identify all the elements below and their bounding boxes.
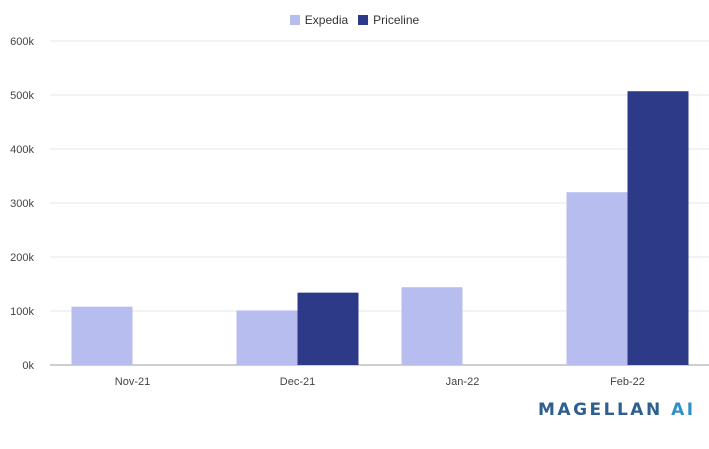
x-tick-label: Jan-22 [446,376,480,388]
y-tick-label: 0k [22,360,34,372]
y-tick-label: 600k [10,36,34,48]
bar-expedia-feb-22 [566,192,628,365]
y-tick-label: 100k [10,306,34,318]
logo-word-ai: AI [671,400,696,420]
y-tick-label: 400k [10,144,34,156]
bar-priceline-feb-22 [627,91,689,365]
magellan-ai-logo: MAGELLAN AI [538,400,696,420]
legend-label-expedia: Expedia [304,13,349,27]
bar-priceline-dec-21 [297,292,359,365]
x-tick-label: Nov-21 [115,376,150,388]
y-tick-label: 500k [10,90,34,102]
y-tick-label: 200k [10,252,34,264]
legend-item-expedia[interactable]: Expedia [289,13,349,27]
x-tick-label: Feb-22 [610,376,645,388]
bar-expedia-jan-22 [401,287,463,365]
legend-item-priceline[interactable]: Priceline [358,13,419,27]
x-tick-label: Dec-21 [280,376,315,388]
legend-swatch-expedia [289,15,300,25]
bar-expedia-dec-21 [236,310,298,365]
bar-expedia-nov-21 [71,306,133,365]
legend-swatch-priceline [358,15,369,25]
legend-label-priceline: Priceline [373,13,420,27]
y-tick-label: 300k [10,198,34,210]
logo-word-magellan: MAGELLAN [538,400,663,420]
chart-legend: Expedia Priceline [0,13,709,27]
